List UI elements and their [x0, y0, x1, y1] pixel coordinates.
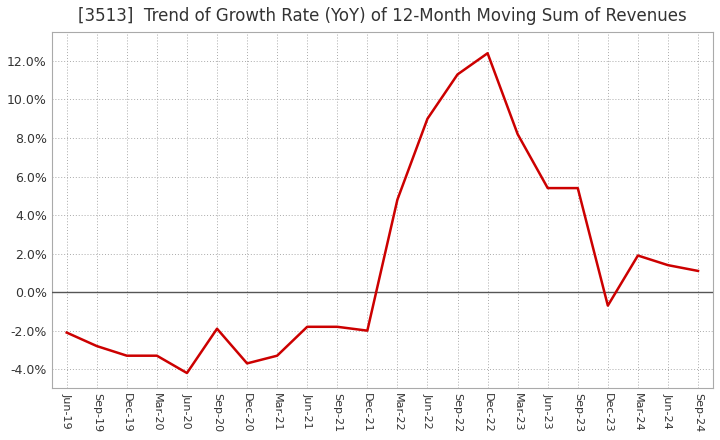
Title: [3513]  Trend of Growth Rate (YoY) of 12-Month Moving Sum of Revenues: [3513] Trend of Growth Rate (YoY) of 12-… — [78, 7, 687, 25]
